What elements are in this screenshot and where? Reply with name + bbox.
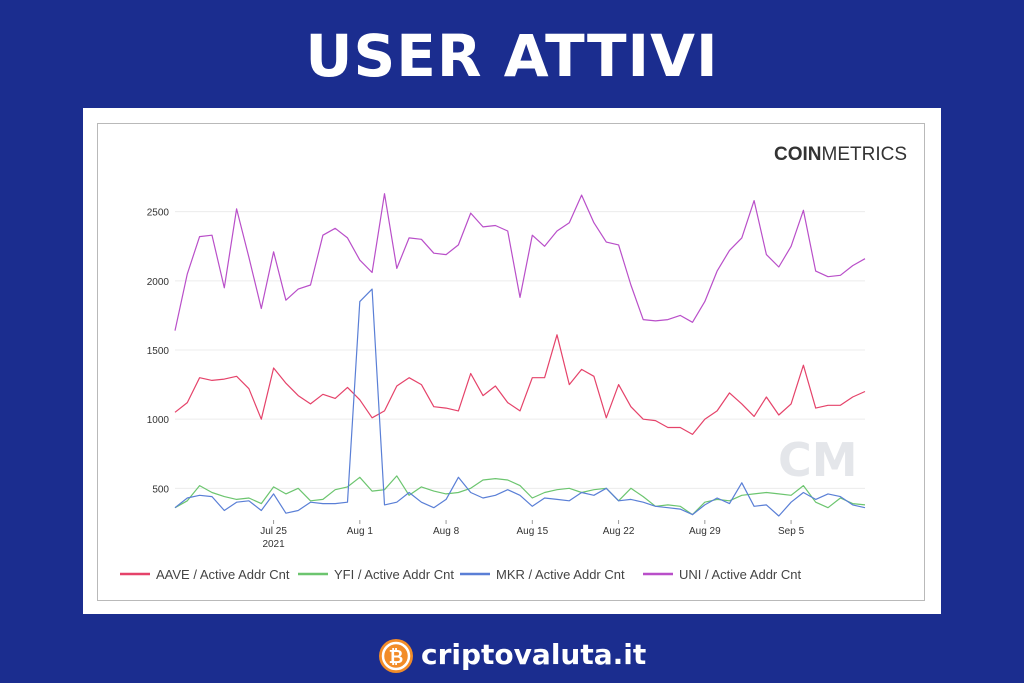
x-tick-label: Aug 29 [689, 526, 721, 537]
legend-label: AAVE / Active Addr Cnt [156, 567, 290, 582]
series-line-yfi [174, 475, 866, 516]
coinmetrics-logo: COINMETRICS [774, 144, 907, 165]
chart-frame: 500 1000 1500 2000 2500 Jul 25 2021 Aug 1 Aug 8… [97, 123, 925, 601]
x-tick-label: Aug 15 [516, 526, 548, 537]
series-line-aave [174, 334, 866, 435]
legend-item-mkr[interactable]: MKR / Active Addr Cnt [460, 567, 625, 582]
legend: AAVE / Active Addr Cnt YFI / Active Addr … [120, 567, 801, 582]
x-tick-label: Aug 22 [603, 526, 635, 537]
coinmetrics-logo-light: METRICS [822, 144, 908, 165]
legend-item-yfi[interactable]: YFI / Active Addr Cnt [298, 567, 454, 582]
page-title: USER ATTIVI [305, 22, 719, 90]
svg-text:CM: CM [778, 433, 858, 487]
y-tick-label: 500 [152, 484, 169, 495]
svg-text:₿: ₿ [389, 647, 404, 668]
legend-item-aave[interactable]: AAVE / Active Addr Cnt [120, 567, 290, 582]
x-tick-label: Sep 5 [778, 526, 805, 537]
x-tick-label: Jul 25 [260, 526, 287, 537]
series-line-mkr [174, 288, 866, 517]
y-tick-label: 2500 [147, 208, 170, 219]
x-tick-sublabel: 2021 [262, 539, 285, 550]
series-layer [174, 193, 866, 517]
legend-label: MKR / Active Addr Cnt [496, 567, 625, 582]
legend-item-uni[interactable]: UNI / Active Addr Cnt [643, 567, 801, 582]
y-tick-label: 2000 [147, 277, 170, 288]
legend-label: UNI / Active Addr Cnt [679, 567, 801, 582]
grid-layer [175, 211, 865, 489]
y-axis-ticks: 500 1000 1500 2000 2500 [147, 208, 170, 496]
y-tick-label: 1500 [147, 346, 170, 357]
bitcoin-coin-icon: ₿ [378, 638, 414, 674]
site-brand-name: criptovaluta.it [421, 638, 647, 671]
coinmetrics-logo-bold: COIN [774, 144, 822, 165]
chart-card: 500 1000 1500 2000 2500 Jul 25 2021 Aug 1 Aug 8… [83, 108, 941, 614]
y-tick-label: 1000 [147, 415, 170, 426]
x-axis-ticks: Jul 25 2021 Aug 1 Aug 8 Aug 15 Aug 22 Aug 29 Se… [260, 520, 805, 550]
cm-watermark-logo: CM [778, 433, 858, 487]
x-tick-label: Aug 1 [347, 526, 374, 537]
series-line-uni [174, 193, 866, 331]
legend-label: YFI / Active Addr Cnt [334, 567, 454, 582]
x-tick-label: Aug 8 [433, 526, 460, 537]
line-chart: 500 1000 1500 2000 2500 Jul 25 2021 Aug 1 Aug 8… [120, 144, 907, 582]
